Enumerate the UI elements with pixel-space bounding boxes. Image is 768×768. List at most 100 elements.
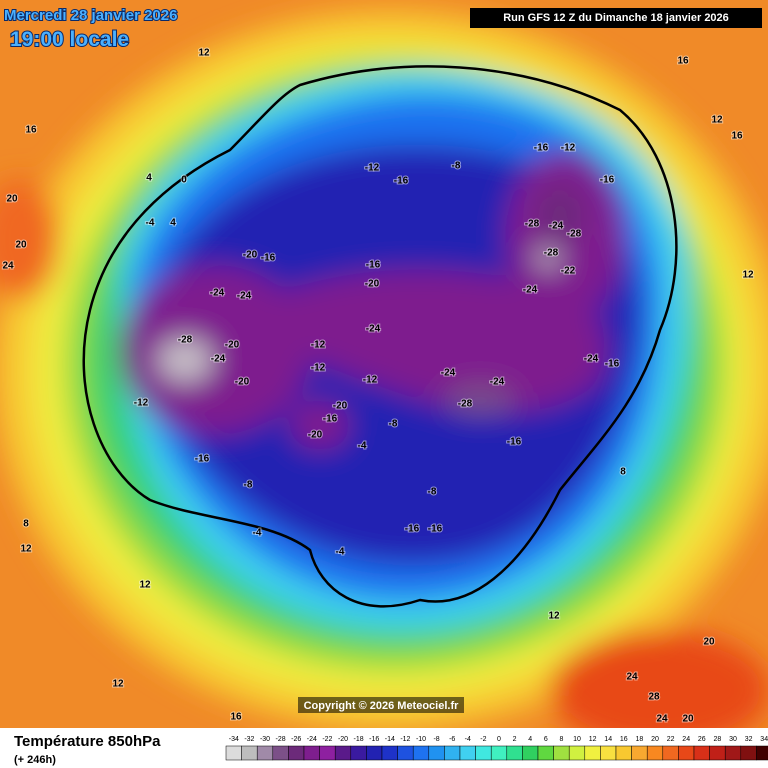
temperature-label: 12 [711, 115, 723, 126]
scale-swatch [428, 745, 445, 761]
scale-label: -26 [291, 736, 301, 743]
temperature-label: 20 [682, 714, 694, 725]
scale-swatch [615, 745, 632, 761]
footer-lead: (+ 246h) [14, 754, 56, 766]
temperature-label: -16 [323, 414, 338, 425]
scale-swatch [662, 745, 679, 761]
temperature-label: -24 [237, 291, 252, 302]
temperature-label: -12 [134, 398, 149, 409]
scale-label: 2 [513, 736, 517, 743]
temperature-label: -28 [178, 335, 193, 346]
scale-label: 32 [745, 736, 753, 743]
scale-swatch [724, 745, 742, 761]
temperature-label: 8 [23, 519, 29, 530]
temperature-label: -16 [507, 437, 522, 448]
temperature-label: -16 [366, 260, 381, 271]
scale-swatch [522, 745, 539, 761]
scale-label: 24 [682, 736, 690, 743]
copyright-box [298, 697, 464, 713]
copyright: Copyright © 2026 Meteociel.fr [304, 700, 460, 712]
scale-swatch [475, 745, 492, 761]
scale-swatch [381, 745, 398, 761]
scale-swatch [256, 745, 274, 761]
scale-swatch [646, 745, 664, 761]
scale-swatch [506, 745, 523, 761]
temperature-label: -28 [458, 399, 473, 410]
scale-label: -10 [416, 736, 426, 743]
temperature-label: -28 [525, 219, 540, 230]
temperature-label: -16 [428, 524, 443, 535]
temperature-label: 16 [230, 712, 242, 723]
scale-swatch [272, 745, 289, 761]
temperature-label: -4 [146, 218, 155, 229]
temperature-label: 12 [742, 270, 754, 281]
temperature-label: -20 [333, 401, 348, 412]
temperature-label: 12 [198, 48, 210, 59]
temperature-label: -24 [523, 285, 538, 296]
temperature-label: 24 [656, 714, 668, 725]
temperature-label: -24 [366, 324, 381, 335]
temperature-label: -16 [195, 454, 210, 465]
temperature-label: -20 [308, 430, 323, 441]
scale-swatch [537, 745, 554, 761]
temperature-label: 20 [15, 240, 27, 251]
scale-label: 20 [651, 736, 659, 743]
temperature-label: -8 [428, 487, 437, 498]
temperature-label: 4 [146, 173, 152, 184]
temperature-label: -4 [358, 441, 367, 452]
temperature-label: 24 [626, 672, 638, 683]
scale-label: 22 [667, 736, 675, 743]
scale-label: -20 [338, 736, 348, 743]
scale-label: 28 [714, 736, 722, 743]
scale-swatch [631, 745, 648, 761]
scale-swatch [490, 745, 508, 761]
temperature-label: -20 [225, 340, 240, 351]
scale-label: 10 [573, 736, 581, 743]
temperature-label: 12 [20, 544, 32, 555]
scale-swatch [693, 745, 710, 761]
scale-label: -12 [400, 736, 410, 743]
scale-swatch [740, 745, 757, 761]
temperature-label: 12 [548, 611, 560, 622]
scale-swatch [241, 745, 258, 761]
temperature-label: -24 [490, 377, 505, 388]
scale-label: -32 [244, 736, 254, 743]
scale-swatch [397, 745, 414, 761]
scale-label: -14 [385, 736, 395, 743]
temperature-label: 28 [648, 692, 660, 703]
temperature-label: 0 [181, 175, 187, 186]
scale-label: -18 [354, 736, 364, 743]
run-info: Run GFS 12 Z du Dimanche 18 janvier 2026 [503, 12, 729, 24]
scale-swatch [288, 745, 305, 761]
scale-swatch [568, 745, 586, 761]
temperature-label: -8 [452, 161, 461, 172]
temperature-label: 16 [731, 131, 743, 142]
scale-label: -22 [322, 736, 332, 743]
scale-swatch [459, 745, 476, 761]
scale-label: -34 [229, 736, 239, 743]
temperature-label: -20 [235, 377, 250, 388]
scale-label: -8 [433, 736, 439, 743]
temperature-label: -24 [211, 354, 226, 365]
scale-label: 0 [497, 736, 501, 743]
temperature-label: 12 [139, 580, 151, 591]
scale-label: -24 [307, 736, 317, 743]
temperature-label: -16 [534, 143, 549, 154]
temperature-label: -16 [605, 359, 620, 370]
temperature-label: -16 [405, 524, 420, 535]
temperature-label: -16 [600, 175, 615, 186]
forecast-time: 19:00 locale [10, 28, 129, 51]
temperature-label: -22 [561, 266, 576, 277]
scale-label: 4 [528, 736, 532, 743]
scale-swatch [366, 745, 383, 761]
temperature-label: -24 [584, 354, 599, 365]
temperature-label: -8 [244, 480, 253, 491]
scale-label: 14 [604, 736, 612, 743]
temperature-label: 24 [2, 261, 14, 272]
scale-swatch [584, 745, 601, 761]
temperature-label: -28 [544, 248, 559, 259]
map-labels: -12-16-8-16 -12-16-28 -24-28-28-22-24-20 -1… [1, 47, 755, 726]
scale-swatch [334, 745, 352, 761]
temperature-label: -4 [253, 528, 262, 539]
temperature-label: -24 [441, 368, 456, 379]
